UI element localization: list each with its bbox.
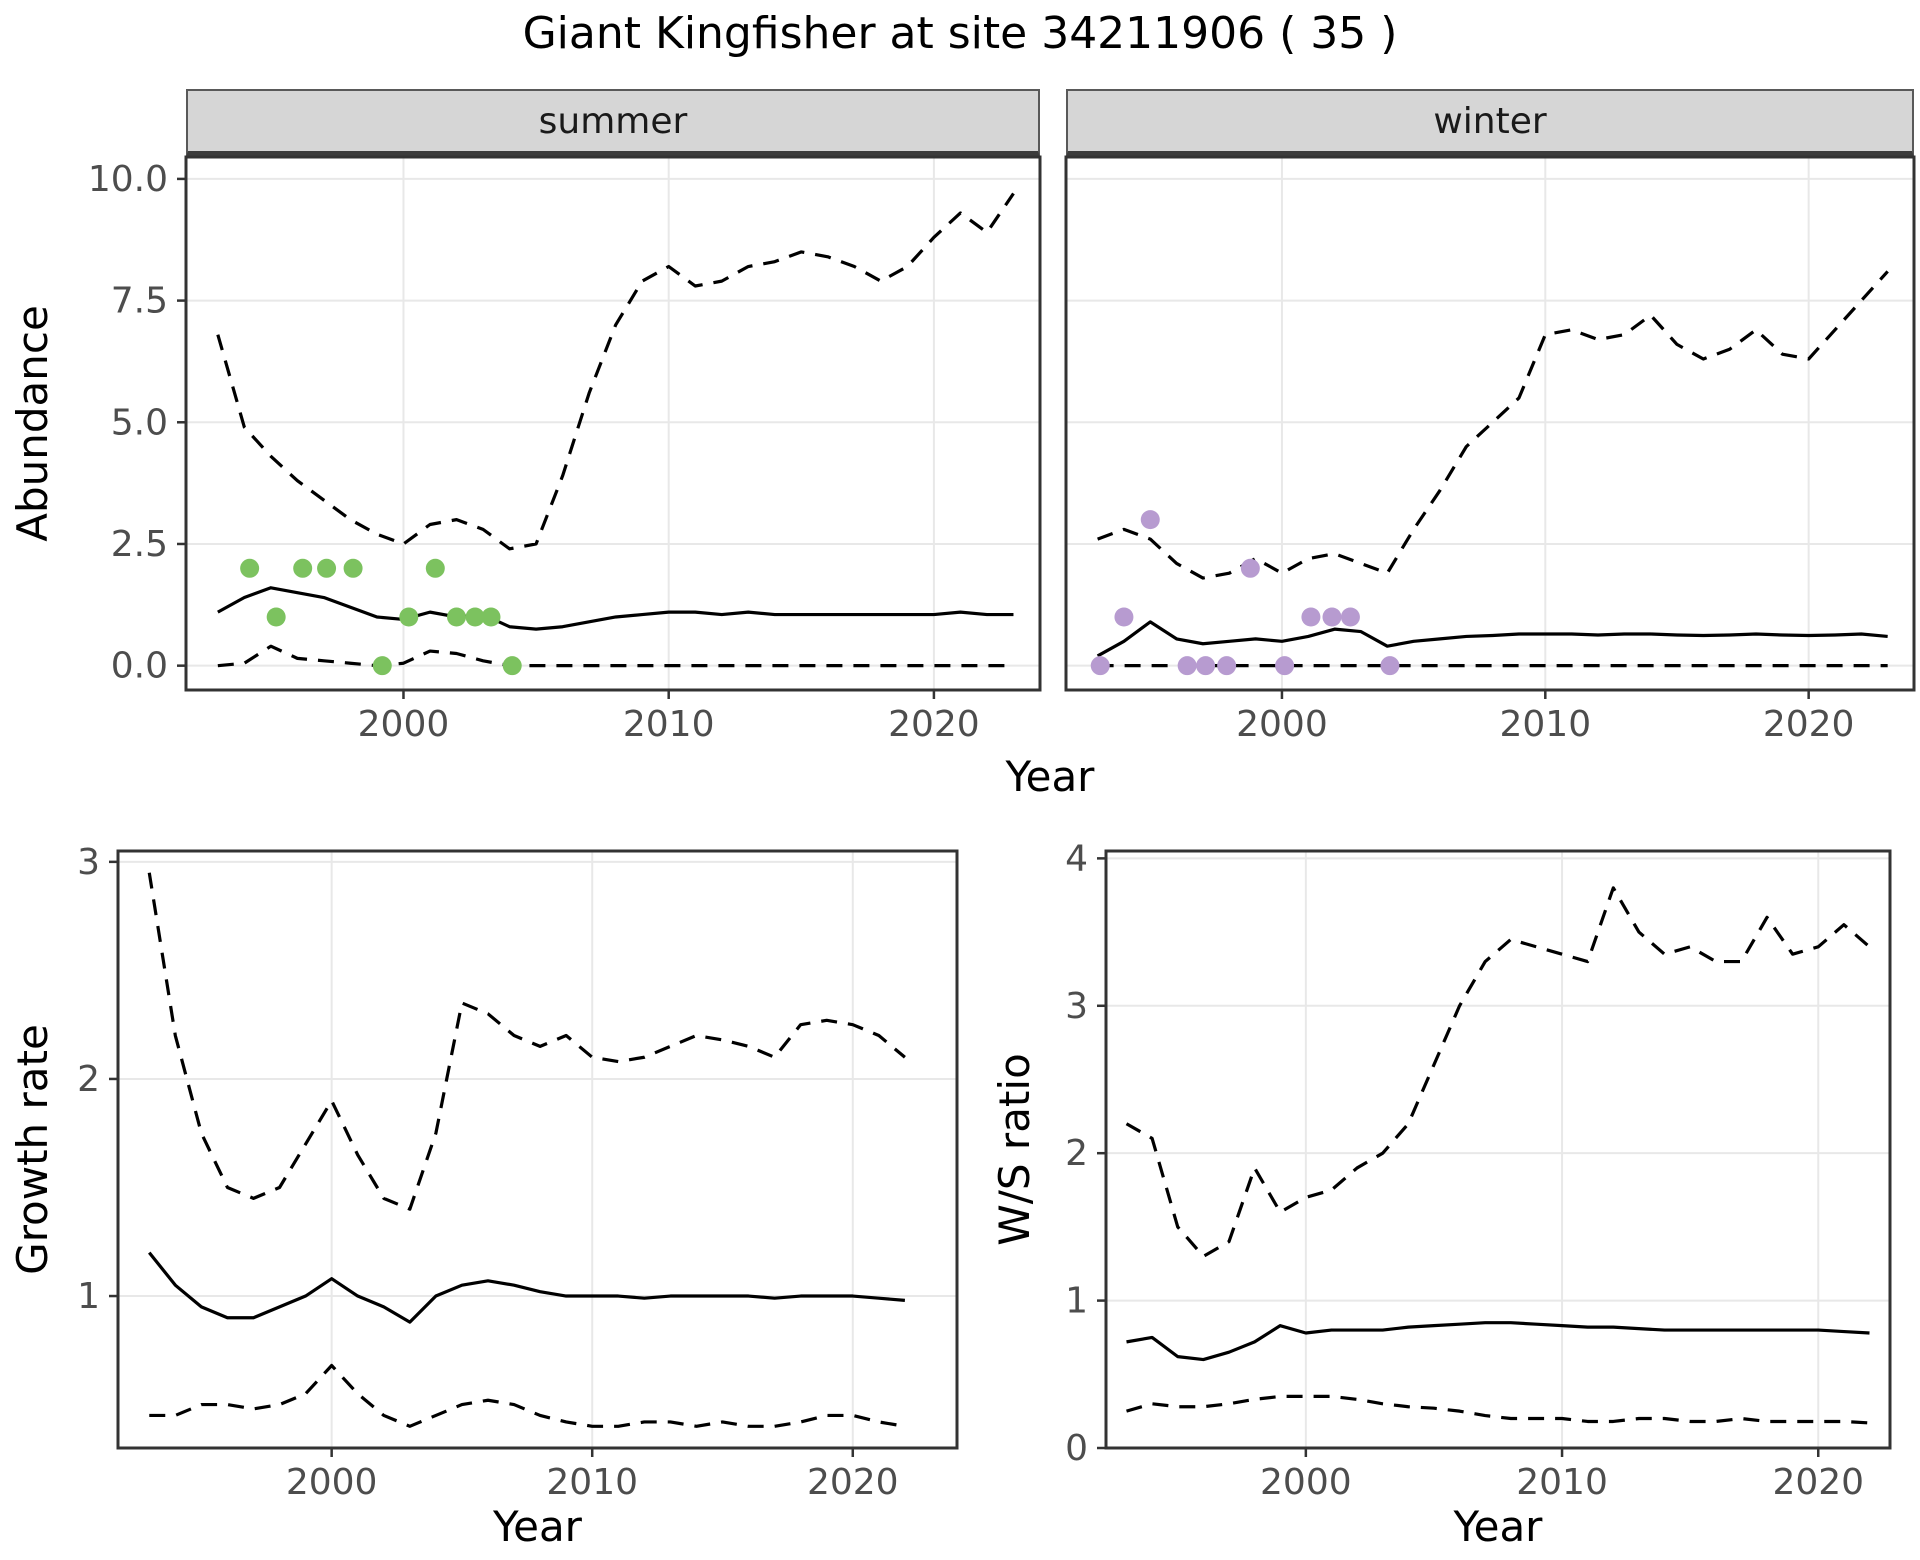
svg-text:2: 2 bbox=[77, 1059, 100, 1100]
abundance-y-axis-label-text: Abundance bbox=[7, 305, 57, 542]
svg-text:10.0: 10.0 bbox=[88, 159, 168, 200]
chart-title: Giant Kingfisher at site 34211906 ( 35 ) bbox=[522, 8, 1398, 59]
growth-rate-panel: 2000 2010 2020 1 2 3 bbox=[77, 842, 959, 1503]
facet-strip-winter-label: winter bbox=[1433, 100, 1547, 142]
top-x-axis-label: Year bbox=[186, 752, 1914, 801]
abundance-winter-panel: 2000 2010 2020 bbox=[1064, 155, 1916, 745]
facet-strip-summer-label: summer bbox=[538, 100, 688, 142]
svg-text:0: 0 bbox=[1065, 1428, 1088, 1469]
svg-text:2.5: 2.5 bbox=[111, 524, 168, 565]
svg-text:2: 2 bbox=[1065, 1133, 1088, 1174]
svg-text:2000: 2000 bbox=[1260, 1462, 1352, 1503]
ws-ratio-panel: 2000 2010 2020 0 1 2 3 4 bbox=[1065, 838, 1892, 1503]
svg-text:2020: 2020 bbox=[1763, 704, 1855, 745]
svg-text:7.5: 7.5 bbox=[111, 281, 168, 322]
facet-strip-winter: winter bbox=[1066, 89, 1914, 157]
svg-text:5.0: 5.0 bbox=[111, 402, 168, 443]
svg-text:2010: 2010 bbox=[623, 704, 715, 745]
svg-text:0.0: 0.0 bbox=[111, 646, 168, 687]
svg-text:1: 1 bbox=[77, 1276, 100, 1317]
ws-x-axis-label-text: Year bbox=[1453, 1502, 1543, 1551]
abundance-summer-panel: 2000 2010 2020 0.0 2.5 5.0 7.5 10.0 bbox=[88, 155, 1042, 745]
ws-y-axis-label: W/S ratio bbox=[982, 851, 1046, 1448]
svg-text:2000: 2000 bbox=[358, 704, 450, 745]
growth-y-axis-label: Growth rate bbox=[0, 851, 64, 1448]
ws-y-axis-label-text: W/S ratio bbox=[989, 1053, 1039, 1246]
svg-text:3: 3 bbox=[1065, 986, 1088, 1027]
svg-text:2000: 2000 bbox=[1236, 704, 1328, 745]
svg-text:2020: 2020 bbox=[1772, 1462, 1864, 1503]
svg-text:3: 3 bbox=[77, 842, 100, 883]
svg-text:2010: 2010 bbox=[1499, 704, 1591, 745]
svg-text:4: 4 bbox=[1065, 838, 1088, 879]
facet-strip-summer: summer bbox=[186, 89, 1040, 157]
top-x-axis-label-text: Year bbox=[1005, 752, 1095, 801]
abundance-y-axis-label: Abundance bbox=[0, 157, 64, 690]
svg-text:2000: 2000 bbox=[286, 1462, 378, 1503]
growth-x-axis-label: Year bbox=[118, 1502, 957, 1551]
svg-text:2020: 2020 bbox=[888, 704, 980, 745]
growth-y-axis-label-text: Growth rate bbox=[7, 1024, 57, 1275]
svg-text:2010: 2010 bbox=[546, 1462, 638, 1503]
svg-text:2020: 2020 bbox=[807, 1462, 899, 1503]
growth-x-axis-label-text: Year bbox=[493, 1502, 582, 1551]
svg-text:2010: 2010 bbox=[1516, 1462, 1608, 1503]
svg-text:1: 1 bbox=[1065, 1281, 1088, 1322]
ws-x-axis-label: Year bbox=[1106, 1502, 1890, 1551]
